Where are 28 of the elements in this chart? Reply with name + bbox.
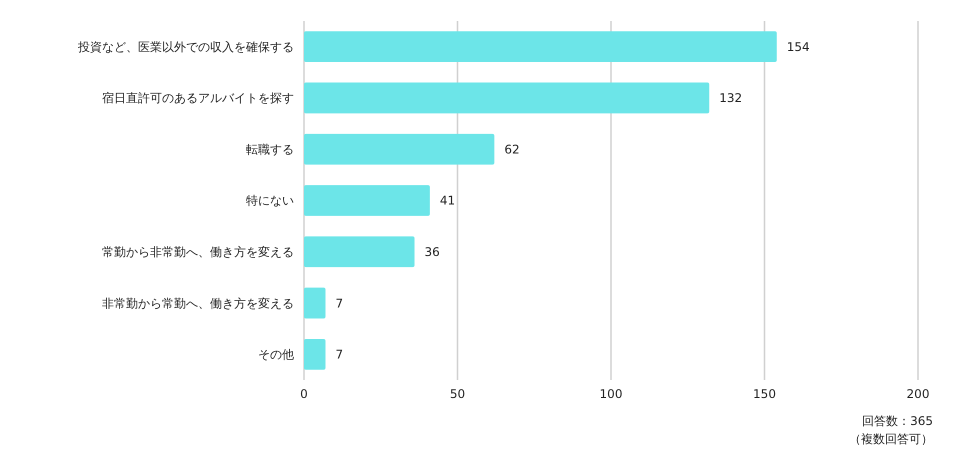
data-label: 41 — [440, 194, 456, 208]
bar — [304, 338, 326, 370]
text: （複数回答可） — [849, 432, 933, 446]
y-tick-label: 非常勤から常勤へ、働き方を変える — [102, 296, 294, 310]
data-label: 7 — [335, 296, 344, 310]
bar — [304, 288, 326, 318]
y-tick-label: 常勤から非常勤へ、働き方を変える — [102, 244, 294, 259]
bar — [304, 82, 710, 114]
data-label: 154 — [786, 40, 810, 54]
y-tick-label: 転職する — [246, 142, 294, 156]
bar — [304, 134, 494, 165]
bar — [304, 236, 415, 268]
data-label: 36 — [424, 244, 440, 259]
x-tick-label: 100 — [600, 387, 622, 401]
x-tick-label: 0 — [300, 387, 308, 401]
y-tick-label: 宿日直許可のあるアルバイトを探す — [102, 91, 294, 106]
data-label: 62 — [504, 142, 520, 156]
y-tick-label: 投資など、医業以外での収入を確保する — [77, 40, 294, 54]
bar — [304, 31, 777, 62]
text: 回答数：365 — [862, 414, 933, 428]
x-tick-label: 150 — [753, 387, 776, 401]
x-tick-label: 50 — [450, 387, 466, 401]
data-label: 132 — [719, 91, 742, 106]
data-label: 7 — [335, 348, 344, 362]
y-tick-label: 特にない — [246, 194, 294, 208]
bar — [304, 185, 430, 216]
x-tick-label: 200 — [906, 387, 930, 401]
y-tick-label: その他 — [258, 348, 294, 362]
